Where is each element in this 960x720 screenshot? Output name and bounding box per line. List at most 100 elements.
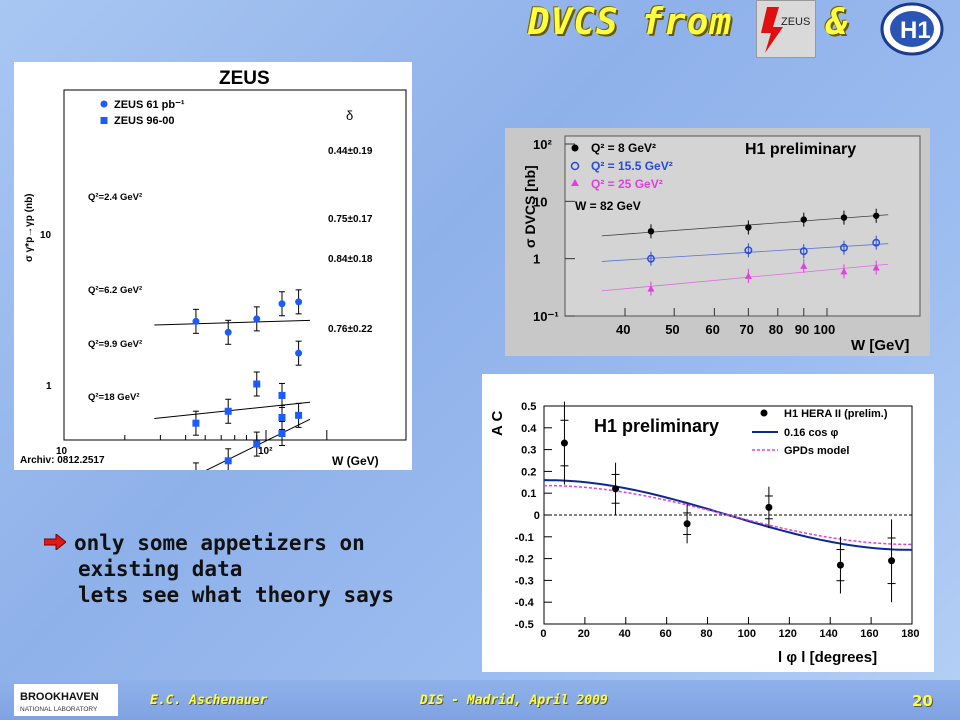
zeus-legend-96-00: ZEUS 96-00 xyxy=(114,115,175,127)
page-number: 20 xyxy=(912,692,933,710)
h1s-point xyxy=(872,264,880,271)
h1s-xtick-label: 70 xyxy=(739,322,753,337)
zeus-point xyxy=(295,298,303,306)
h1s-point xyxy=(744,272,752,279)
h1a-ytick-label: -0.5 xyxy=(515,619,534,631)
zeus-ytick-10: 10 xyxy=(40,230,52,241)
arrow-bullet-icon xyxy=(44,534,66,550)
h1a-legend-1: 0.16 cos φ xyxy=(784,427,838,439)
zeus-point xyxy=(192,317,200,325)
h1s-point xyxy=(872,212,880,219)
h1s-legend-0: Q² = 8 GeV² xyxy=(591,141,656,155)
h1a-legend-2: GPDs model xyxy=(784,445,849,457)
bullet-line-3: lets see what theory says xyxy=(78,583,395,607)
zeus-point xyxy=(253,380,261,388)
zeus-point xyxy=(278,300,286,308)
h1a-xtick-label: 160 xyxy=(860,628,878,640)
zeus-q2-label-3: Q²=18 GeV² xyxy=(88,392,139,403)
zeus-point xyxy=(295,411,303,419)
h1a-xtick-label: 100 xyxy=(738,628,756,640)
h1a-ytick-label: 0.3 xyxy=(521,445,536,457)
zeus-point xyxy=(278,413,286,421)
zeus-point xyxy=(224,407,232,415)
zeus-chart-panel: ZEUS σ γ*p→γp (nb) W (GeV) 10 10² 10 1 Z… xyxy=(14,62,412,550)
zeus-chart: ZEUS σ γ*p→γp (nb) W (GeV) 10 10² 10 1 Z… xyxy=(20,68,407,550)
h1s-point xyxy=(872,238,881,247)
h1s-xtick-label: 80 xyxy=(769,322,783,337)
svg-text:H1: H1 xyxy=(900,17,931,44)
zeus-delta-0: 0.44±0.19 xyxy=(328,146,373,157)
h1a-ytick-label: 0.2 xyxy=(521,466,536,478)
h1a-legend-0: H1 HERA II (prelim.) xyxy=(784,408,888,420)
h1a-ytick-label: -0.1 xyxy=(515,532,534,544)
zeus-point xyxy=(278,391,286,399)
bnl-logo-line1: BROOKHAVEN xyxy=(20,691,99,703)
zeus-legend-circle-marker xyxy=(100,100,108,108)
h1s-legend-1: Q² = 15.5 GeV² xyxy=(591,159,673,173)
h1s-ytick-label: 10 xyxy=(533,194,547,209)
h1a-point xyxy=(612,485,620,493)
h1s-point xyxy=(840,214,848,221)
h1s-legend-marker-0 xyxy=(571,144,579,152)
h1a-xtick-label: 80 xyxy=(700,628,712,640)
h1s-xtick-label: 50 xyxy=(665,322,679,337)
bnl-logo: BROOKHAVEN NATIONAL LABORATORY xyxy=(14,684,118,716)
zeus-delta-1: 0.75±0.17 xyxy=(328,214,373,225)
h1a-ytick-label: 0.1 xyxy=(521,488,536,500)
zeus-q2-label-0: Q²=2.4 GeV² xyxy=(88,192,142,203)
h1a-ytick-label: -0.2 xyxy=(515,554,534,566)
zeus-ylabel: σ γ*p→γp (nb) xyxy=(24,193,35,262)
bullet-line-1: only some appetizers on xyxy=(74,531,365,555)
h1s-xtick-label: 60 xyxy=(705,322,719,337)
zeus-xlabel: W (GeV) xyxy=(332,454,379,468)
zeus-xtick-100: 10² xyxy=(258,446,273,457)
zeus-point xyxy=(295,349,303,357)
h1a-ytick-label: -0.4 xyxy=(515,597,535,609)
zeus-legend-square-marker xyxy=(100,117,108,124)
h1a-point xyxy=(836,561,844,569)
h1a-xlabel: l φ l [degrees] xyxy=(778,649,877,666)
h1s-ylabel: σ DVCS [nb] xyxy=(522,165,538,248)
h1s-point xyxy=(840,243,848,252)
h1s-fit-line-2 xyxy=(601,263,889,292)
h1-asym-chart-panel: H1 preliminary A C l φ l [degrees] H1 HE… xyxy=(482,374,934,672)
h1a-ylabel: A C xyxy=(489,411,506,436)
zeus-fit-line-2 xyxy=(154,418,311,497)
h1s-w-note: W = 82 GeV xyxy=(575,199,641,213)
h1-asym-chart: H1 preliminary A C l φ l [degrees] H1 HE… xyxy=(489,401,920,666)
h1a-point xyxy=(560,439,568,447)
h1s-point xyxy=(799,247,808,256)
zeus-logo: ZEUS xyxy=(756,0,816,58)
zeus-logo-text: ZEUS xyxy=(781,16,810,28)
zeus-delta-3: 0.76±0.22 xyxy=(328,324,373,335)
h1a-xtick-label: 0 xyxy=(540,628,546,640)
h1s-xtick-label: 40 xyxy=(616,322,630,337)
zeus-point xyxy=(253,315,261,323)
h1a-xtick-label: 180 xyxy=(901,628,919,640)
zeus-xtick-10: 10 xyxy=(56,446,68,457)
zeus-point xyxy=(253,440,261,448)
h1s-title: H1 preliminary xyxy=(745,141,856,158)
zeus-delta-header: δ xyxy=(346,108,353,123)
h1-logo: H1 xyxy=(880,2,944,56)
h1a-point xyxy=(683,520,691,528)
h1s-ytick-label: 10⁻¹ xyxy=(533,309,559,324)
h1s-ytick-label: 1 xyxy=(533,252,540,267)
bnl-logo-line2: NATIONAL LABORATORY xyxy=(20,706,98,713)
h1s-xtick-label: 100 xyxy=(814,322,836,337)
zeus-point xyxy=(224,328,232,336)
h1s-point xyxy=(647,254,655,263)
h1a-point xyxy=(765,503,773,511)
h1a-xtick-label: 20 xyxy=(578,628,590,640)
h1s-point xyxy=(647,285,655,292)
zeus-q2-label-2: Q²=9.9 GeV² xyxy=(88,339,142,350)
zeus-q2-label-1: Q²=6.2 GeV² xyxy=(88,285,142,296)
zeus-legend-61pb: ZEUS 61 pb⁻¹ xyxy=(114,99,185,111)
h1s-legend-marker-2 xyxy=(571,179,579,186)
h1s-xtick-label: 90 xyxy=(795,322,809,337)
h1-sigma-chart-panel: H1 preliminary σ DVCS [nb] W [GeV] Q² = … xyxy=(505,128,930,356)
h1s-ytick-label: 10² xyxy=(533,137,552,152)
footer-author: E.C. Aschenauer xyxy=(150,693,268,708)
h1a-ytick-label: 0.5 xyxy=(521,401,536,413)
h1a-xtick-label: 120 xyxy=(779,628,797,640)
